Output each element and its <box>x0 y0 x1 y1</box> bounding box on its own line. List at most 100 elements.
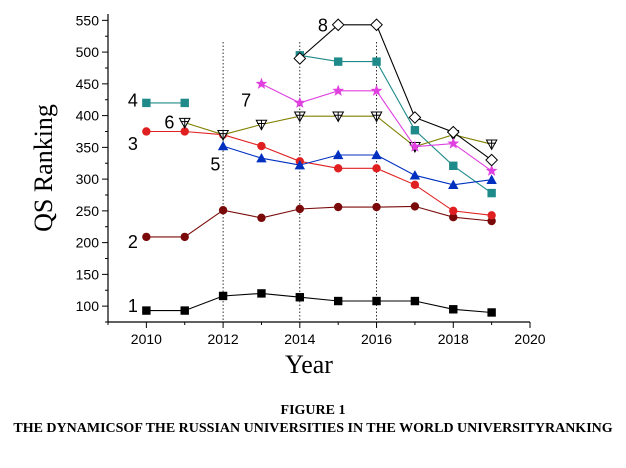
data-point <box>449 213 458 222</box>
data-point <box>180 306 189 315</box>
data-point <box>257 213 266 223</box>
data-point <box>449 206 458 216</box>
data-point <box>410 126 420 135</box>
data-point <box>372 202 381 212</box>
data-point <box>180 98 189 108</box>
qs-ranking-chart: 2010 2012 2014 2016 2018 2020 100 150 200 250 300 3… <box>29 12 546 379</box>
series-line <box>146 205 492 238</box>
data-point <box>218 291 228 301</box>
data-point <box>256 152 267 163</box>
data-point <box>180 232 189 242</box>
figure-label: FIGURE 1 <box>280 403 346 418</box>
series-line <box>222 145 492 186</box>
data-point <box>142 306 151 315</box>
series-label-6: 6 <box>164 113 174 133</box>
series-label-3: 3 <box>128 134 138 154</box>
series-label-4: 4 <box>128 90 138 110</box>
series-line <box>146 292 492 314</box>
series-8 <box>293 18 499 167</box>
y-axis-title: QS Ranking <box>29 104 58 232</box>
data-point <box>409 140 421 152</box>
data-point <box>485 139 498 151</box>
data-point <box>331 18 345 32</box>
series-7 <box>255 77 498 176</box>
data-point <box>255 77 268 89</box>
data-point <box>410 296 420 306</box>
data-point <box>333 296 343 306</box>
data-point <box>142 127 151 136</box>
data-point <box>293 96 306 108</box>
series-4 <box>142 51 496 198</box>
data-point <box>370 111 383 123</box>
data-point <box>332 149 344 160</box>
x-tick-label: 2012 <box>208 331 239 347</box>
series-label-2: 2 <box>128 232 138 252</box>
series-label-7: 7 <box>241 90 251 110</box>
data-point <box>410 180 420 190</box>
data-point <box>409 170 421 180</box>
data-point <box>293 52 307 65</box>
y-tick-label: 350 <box>76 139 100 155</box>
data-point <box>449 305 458 314</box>
data-point <box>372 164 381 173</box>
data-point <box>370 18 383 32</box>
data-point <box>408 111 422 124</box>
series-layer <box>142 18 499 317</box>
series-line <box>299 24 492 161</box>
data-point <box>218 206 228 215</box>
series-1 <box>142 289 496 317</box>
data-point <box>257 141 266 151</box>
series-labels: 1 2 3 4 5 6 7 8 <box>128 15 328 316</box>
y-tick-label: 400 <box>76 108 100 124</box>
data-point <box>142 98 151 108</box>
series-5 <box>217 140 497 190</box>
data-point <box>448 179 459 190</box>
data-point <box>333 164 343 173</box>
y-tick-label: 550 <box>76 12 100 28</box>
data-point <box>446 125 460 139</box>
data-point <box>257 289 266 298</box>
data-point <box>485 153 499 167</box>
x-tick-label: 2014 <box>284 331 315 347</box>
data-point <box>178 117 191 129</box>
data-point <box>217 140 229 151</box>
data-point <box>333 57 343 66</box>
data-point <box>217 129 230 141</box>
data-point <box>293 111 306 123</box>
data-point <box>255 119 268 131</box>
data-point <box>333 202 343 212</box>
x-tick-label: 2016 <box>361 331 392 347</box>
x-axis-title: Year <box>285 350 333 379</box>
data-point <box>410 202 420 211</box>
series-3 <box>142 127 496 220</box>
x-tick-label: 2020 <box>514 331 545 347</box>
data-point <box>180 127 189 136</box>
data-point <box>295 293 305 302</box>
data-point <box>295 204 305 214</box>
y-tick-label: 200 <box>76 235 100 251</box>
data-point <box>447 137 460 149</box>
y-tick-label: 100 <box>76 298 100 314</box>
data-point <box>486 174 497 184</box>
data-point <box>332 84 345 96</box>
data-point <box>372 57 381 66</box>
data-point <box>485 164 498 176</box>
y-tick-label: 450 <box>76 76 100 92</box>
series-label-8: 8 <box>318 15 328 35</box>
x-tick-label: 2018 <box>438 331 469 347</box>
y-tick-label: 500 <box>76 44 100 60</box>
y-tick-label: 150 <box>76 266 100 282</box>
data-point <box>449 161 458 170</box>
figure-caption: THE DYNAMICSOF THE RUSSIAN UNIVERSITIES … <box>13 421 613 436</box>
chart-axes: 2010 2012 2014 2016 2018 2020 100 150 200 250 300 3… <box>76 12 546 347</box>
data-point <box>332 111 345 123</box>
reference-lines <box>222 42 377 322</box>
data-point <box>487 188 496 198</box>
y-tick-label: 300 <box>76 171 100 187</box>
data-point <box>142 232 151 242</box>
series-2 <box>142 202 496 242</box>
series-line <box>146 130 492 216</box>
series-line <box>299 54 492 194</box>
data-point <box>487 211 496 220</box>
x-tick-label: 2010 <box>131 331 162 347</box>
